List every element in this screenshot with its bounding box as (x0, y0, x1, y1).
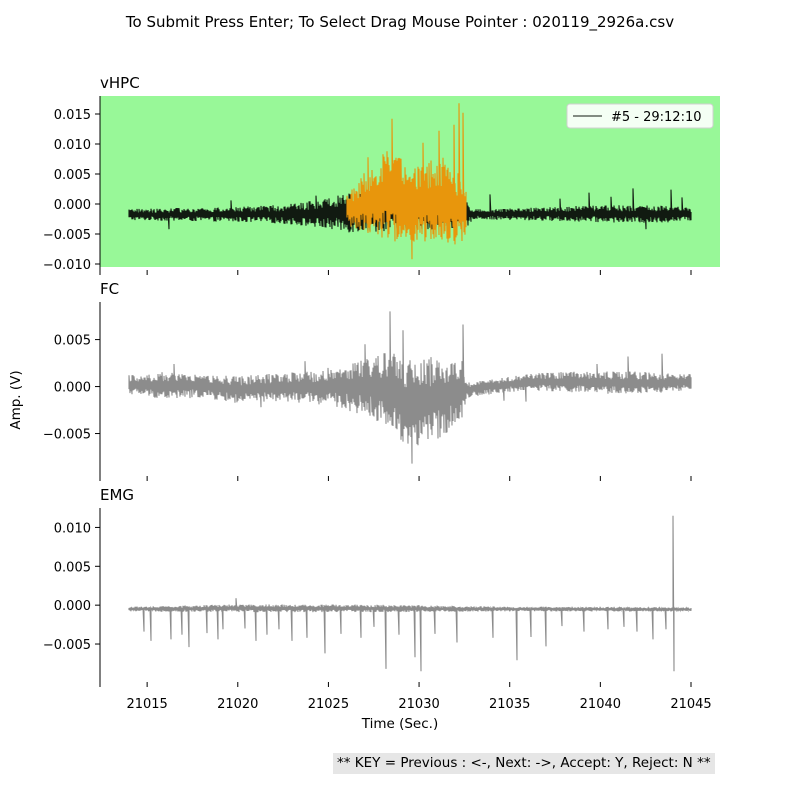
legend-box (566, 103, 714, 129)
key-help-box: ** KEY = Previous : <-, Next: ->, Accept… (333, 753, 715, 774)
y-tick-label-emg: −0.005 (43, 638, 91, 653)
x-tick-label: 21045 (670, 697, 711, 712)
panel-emg: EMG −0.005 0.000 0.005 0.010 21015 21020 21025 2… (43, 486, 712, 712)
y-tick-label-emg: 0.000 (54, 599, 91, 614)
x-tick-label: 21040 (580, 697, 621, 712)
y-tick-label-vhpc: −0.010 (43, 258, 91, 273)
y-tick-label-vhpc: 0.000 (54, 198, 91, 213)
x-axis-label: Time (Sec.) (361, 716, 438, 732)
figure-title: To Submit Press Enter; To Select Drag Mo… (125, 13, 674, 32)
y-tick-label-fc: 0.005 (54, 334, 91, 349)
x-tick-label: 21035 (489, 697, 530, 712)
trace-fc (128, 311, 692, 464)
key-help-text: ** KEY = Previous : <-, Next: ->, Accept… (337, 755, 711, 771)
trace-emg (128, 515, 692, 672)
panel-vhpc: vHPC −0.010 −0.005 0.000 0.005 0.010 0.015 #5 -… (43, 74, 720, 275)
y-tick-label-vhpc: 0.005 (54, 168, 91, 183)
x-tick-label: 21025 (308, 697, 349, 712)
y-tick-label-vhpc: 0.015 (54, 108, 91, 123)
trace-vhpc-highlight (346, 103, 467, 260)
y-axis-label: Amp. (V) (8, 370, 24, 429)
y-tick-label-fc: −0.005 (43, 428, 91, 443)
x-tick-label: 21030 (398, 697, 439, 712)
legend: #5 - 29:12:10 (566, 103, 714, 129)
y-tick-label-vhpc: −0.005 (43, 228, 91, 243)
y-tick-label-vhpc: 0.010 (54, 138, 91, 153)
panel-title-fc: FC (100, 280, 119, 298)
y-tick-label-emg: 0.005 (54, 560, 91, 575)
panels: vHPC −0.010 −0.005 0.000 0.005 0.010 0.015 #5 -… (43, 74, 720, 712)
y-tick-label-emg: 0.010 (54, 521, 91, 536)
y-tick-label-fc: 0.000 (54, 381, 91, 396)
x-tick-label: 21020 (217, 697, 258, 712)
panel-fc: FC −0.005 0.000 0.005 (43, 280, 692, 481)
legend-label: #5 - 29:12:10 (611, 110, 702, 125)
panel-title-vhpc: vHPC (100, 74, 140, 92)
x-tick-label: 21015 (126, 697, 167, 712)
panel-title-emg: EMG (100, 486, 134, 504)
